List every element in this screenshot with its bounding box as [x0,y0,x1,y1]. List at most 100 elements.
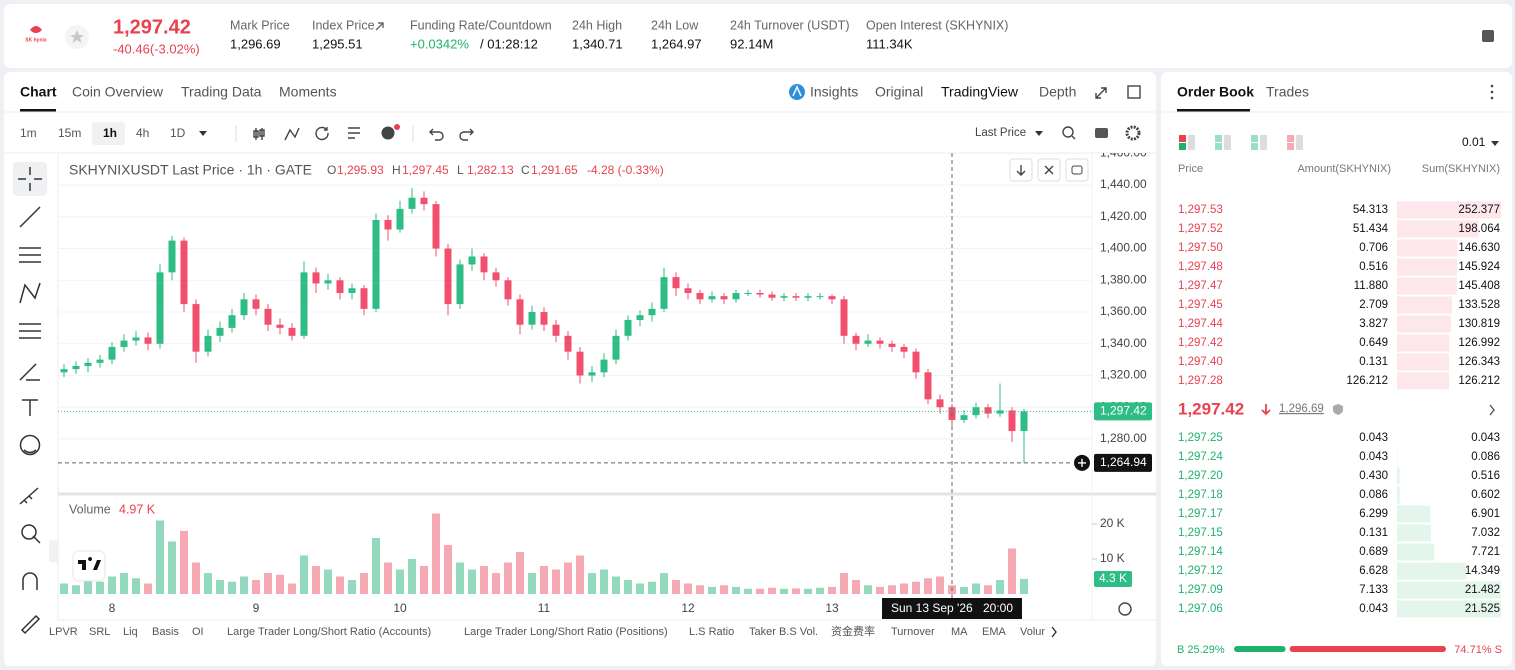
volume-bar [912,581,920,594]
indicator-button[interactable]: L.S Ratio [689,626,734,638]
settings-icon [1125,125,1141,141]
drawing-tool[interactable] [22,399,38,416]
drawing-tool[interactable] [19,323,41,339]
volume-bar [192,562,200,594]
y-tick-label: 1,340.00 [1100,336,1147,350]
sell-ratio-label: 74.71% S [1454,644,1502,656]
candle-body [216,327,224,336]
book-view-icon[interactable] [1251,135,1258,142]
volume-bar [540,565,548,594]
interval-button[interactable]: 1h [103,126,117,140]
chart-tab[interactable]: Chart [20,84,57,100]
book-sum: 145.408 [1458,280,1500,292]
candle-body [180,240,188,305]
x-tick-label: 9 [253,601,260,615]
candle-body [1020,411,1028,432]
chart-tab[interactable]: Coin Overview [72,84,164,100]
drawing-tool[interactable] [19,487,39,505]
axis-settings[interactable] [1118,602,1132,616]
indicator-button[interactable]: Turnover [891,626,935,638]
candle-body [252,299,260,309]
tick-size[interactable]: 0.01 [1462,135,1486,149]
pane-control[interactable] [1065,158,1089,182]
drawing-tool[interactable] [18,167,42,191]
drawing-tool[interactable] [19,363,40,381]
volume-bar [972,583,980,594]
interval-button[interactable]: 4h [136,126,149,140]
book-amount: 0.649 [1359,337,1388,349]
indicator-button[interactable]: Large Trader Long/Short Ratio (Positions… [464,626,668,638]
drawing-tool[interactable] [20,614,41,635]
volume-bar [900,583,908,594]
volume-bar [672,579,680,594]
volume-bar [876,586,884,594]
book-view-icon[interactable] [1179,135,1186,142]
drawing-tool[interactable] [23,449,37,454]
book-view-icon[interactable] [1215,135,1222,142]
indicator-button[interactable]: Taker B.S Vol. [749,626,818,638]
drawing-tool[interactable] [22,572,38,590]
candle-body [924,372,932,400]
view-tab[interactable]: Insights [810,84,858,100]
candle-body [96,359,104,363]
volume-bar [216,579,224,594]
indicator-button[interactable]: OI [192,626,204,638]
order-book-tab[interactable]: Order Book [1177,84,1254,100]
indicator-button[interactable]: 资金费率 [831,624,875,638]
candle-body [708,296,716,300]
order-book-tab[interactable]: Trades [1266,84,1309,100]
interval-button[interactable]: 1D [170,126,186,140]
drawing-tool[interactable] [19,247,41,263]
collapse-toolbar[interactable] [49,540,58,562]
indicator-button[interactable]: LPVR [49,626,78,638]
volume-bar [480,565,488,594]
volume-bar [888,585,896,594]
candle-body [396,208,404,230]
notes-icon[interactable] [1482,30,1494,42]
volume-bar [276,574,284,594]
candle-body [684,288,692,293]
volume-bar [396,569,404,594]
depth-bar [1397,486,1400,504]
book-price: 1,297.09 [1178,584,1223,596]
view-tab[interactable]: Depth [1039,84,1076,100]
depth-bar [1397,600,1501,618]
indicator-button[interactable]: SRL [89,626,110,638]
candle-body [564,335,572,352]
candle-body [672,277,680,289]
indicator-button[interactable]: MA [951,626,968,638]
volume-bar [120,572,128,594]
depth-bar [1397,372,1450,390]
y-tick-label: 1,280.00 [1100,431,1147,445]
candle-body [828,296,836,300]
interval-button[interactable]: 15m [58,126,81,140]
volume-bar [456,562,464,594]
indicator-button[interactable]: Volume [1020,626,1057,638]
book-amount: 0.131 [1359,356,1388,368]
book-view-icon[interactable] [1287,135,1294,142]
legend-key: O [327,163,336,177]
indicator-button[interactable]: Basis [152,626,179,638]
stat-label: Mark Price [230,18,290,32]
book-amount: 11.880 [1354,280,1388,292]
window-icon[interactable] [1127,85,1141,99]
indicator-button[interactable]: EMA [982,626,1007,638]
indicator-button[interactable]: Large Trader Long/Short Ratio (Accounts) [227,626,431,638]
depth-bar [1397,467,1400,485]
candle-body [852,335,860,344]
book-amount: 0.043 [1359,451,1388,463]
view-tab[interactable]: TradingView [941,84,1019,100]
volume-bar [108,576,116,594]
chart-tab[interactable]: Trading Data [181,84,262,100]
drawing-tool[interactable] [19,282,41,304]
chart-tab[interactable]: Moments [279,84,337,100]
indicator-button[interactable]: Liq [123,626,138,638]
legend-key: C [521,163,530,177]
interval-button[interactable]: 1m [20,126,37,140]
drawing-tool[interactable] [19,206,41,228]
mid-expand[interactable] [1489,404,1495,416]
top-bar [4,4,1512,68]
view-tab[interactable]: Original [875,84,923,100]
price-source[interactable]: Last Price [975,127,1026,139]
book-price: 1,297.25 [1178,432,1223,444]
